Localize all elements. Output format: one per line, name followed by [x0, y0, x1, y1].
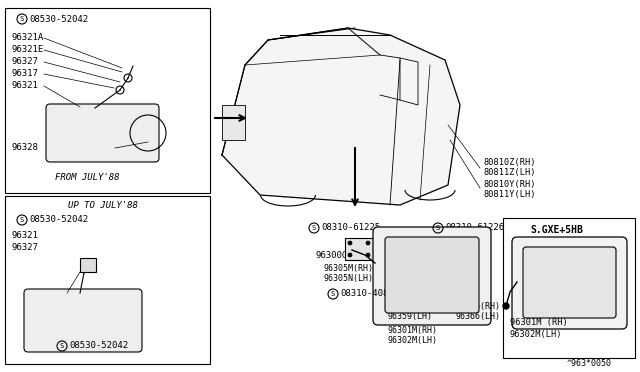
Text: 80810Z(RH): 80810Z(RH) [483, 158, 536, 167]
Circle shape [366, 253, 370, 257]
Bar [5, 8, 210, 193]
Text: 96327: 96327 [12, 244, 39, 253]
Text: S.GXE+5HB: S.GXE+5HB [530, 225, 583, 235]
Text: UP TO JULY'88: UP TO JULY'88 [68, 202, 138, 211]
Text: 96301M(RH): 96301M(RH) [388, 326, 438, 334]
FancyBboxPatch shape [24, 289, 142, 352]
Text: 96321: 96321 [12, 231, 39, 240]
Text: 96321A: 96321A [12, 33, 44, 42]
FancyBboxPatch shape [385, 237, 479, 313]
Circle shape [348, 253, 352, 257]
Text: 08530-52042: 08530-52042 [69, 341, 128, 350]
FancyBboxPatch shape [512, 237, 627, 329]
FancyBboxPatch shape [373, 227, 491, 325]
Text: 96359(LH): 96359(LH) [388, 312, 433, 321]
Text: 08530-52042: 08530-52042 [29, 15, 88, 23]
Text: S: S [331, 291, 335, 297]
Text: 96321E: 96321E [12, 45, 44, 55]
Circle shape [366, 241, 370, 245]
Text: 96365(RH): 96365(RH) [455, 302, 500, 311]
Text: 96302M(LH): 96302M(LH) [388, 336, 438, 344]
Text: S: S [20, 217, 24, 223]
Text: 96317: 96317 [12, 70, 39, 78]
Text: 96327: 96327 [12, 58, 39, 67]
Text: 08530-52042: 08530-52042 [29, 215, 88, 224]
Text: S: S [312, 225, 316, 231]
Text: ^963*0050: ^963*0050 [567, 359, 612, 369]
Bar [80, 258, 96, 272]
Bar [503, 218, 635, 358]
Text: 80811Z(LH): 80811Z(LH) [483, 169, 536, 177]
Text: 96301M (RH): 96301M (RH) [510, 317, 568, 327]
Text: S: S [60, 343, 64, 349]
Circle shape [348, 241, 352, 245]
Circle shape [503, 303, 509, 309]
Text: 96328: 96328 [12, 144, 39, 153]
FancyBboxPatch shape [523, 247, 616, 318]
FancyBboxPatch shape [46, 104, 159, 162]
Text: 96366(LH): 96366(LH) [455, 312, 500, 321]
Bar [5, 196, 210, 364]
Text: FROM JULY'88: FROM JULY'88 [55, 173, 120, 183]
Text: S: S [20, 16, 24, 22]
Bar [222, 105, 245, 140]
Text: 08310-40810: 08310-40810 [340, 289, 399, 298]
Text: S: S [436, 225, 440, 231]
Text: 80811Y(LH): 80811Y(LH) [483, 189, 536, 199]
Text: 96305N(LH): 96305N(LH) [323, 273, 373, 282]
Text: 96300G: 96300G [315, 251, 348, 260]
Text: 80810Y(RH): 80810Y(RH) [483, 180, 536, 189]
Polygon shape [222, 28, 460, 205]
Text: 08310-61226: 08310-61226 [445, 224, 504, 232]
Bar [345, 238, 375, 260]
Text: 96305M(RH): 96305M(RH) [323, 263, 373, 273]
Text: 96302M(LH): 96302M(LH) [510, 330, 563, 339]
Text: 96358(RH): 96358(RH) [388, 302, 433, 311]
Text: 96321: 96321 [12, 81, 39, 90]
Text: 08310-61225: 08310-61225 [321, 224, 380, 232]
